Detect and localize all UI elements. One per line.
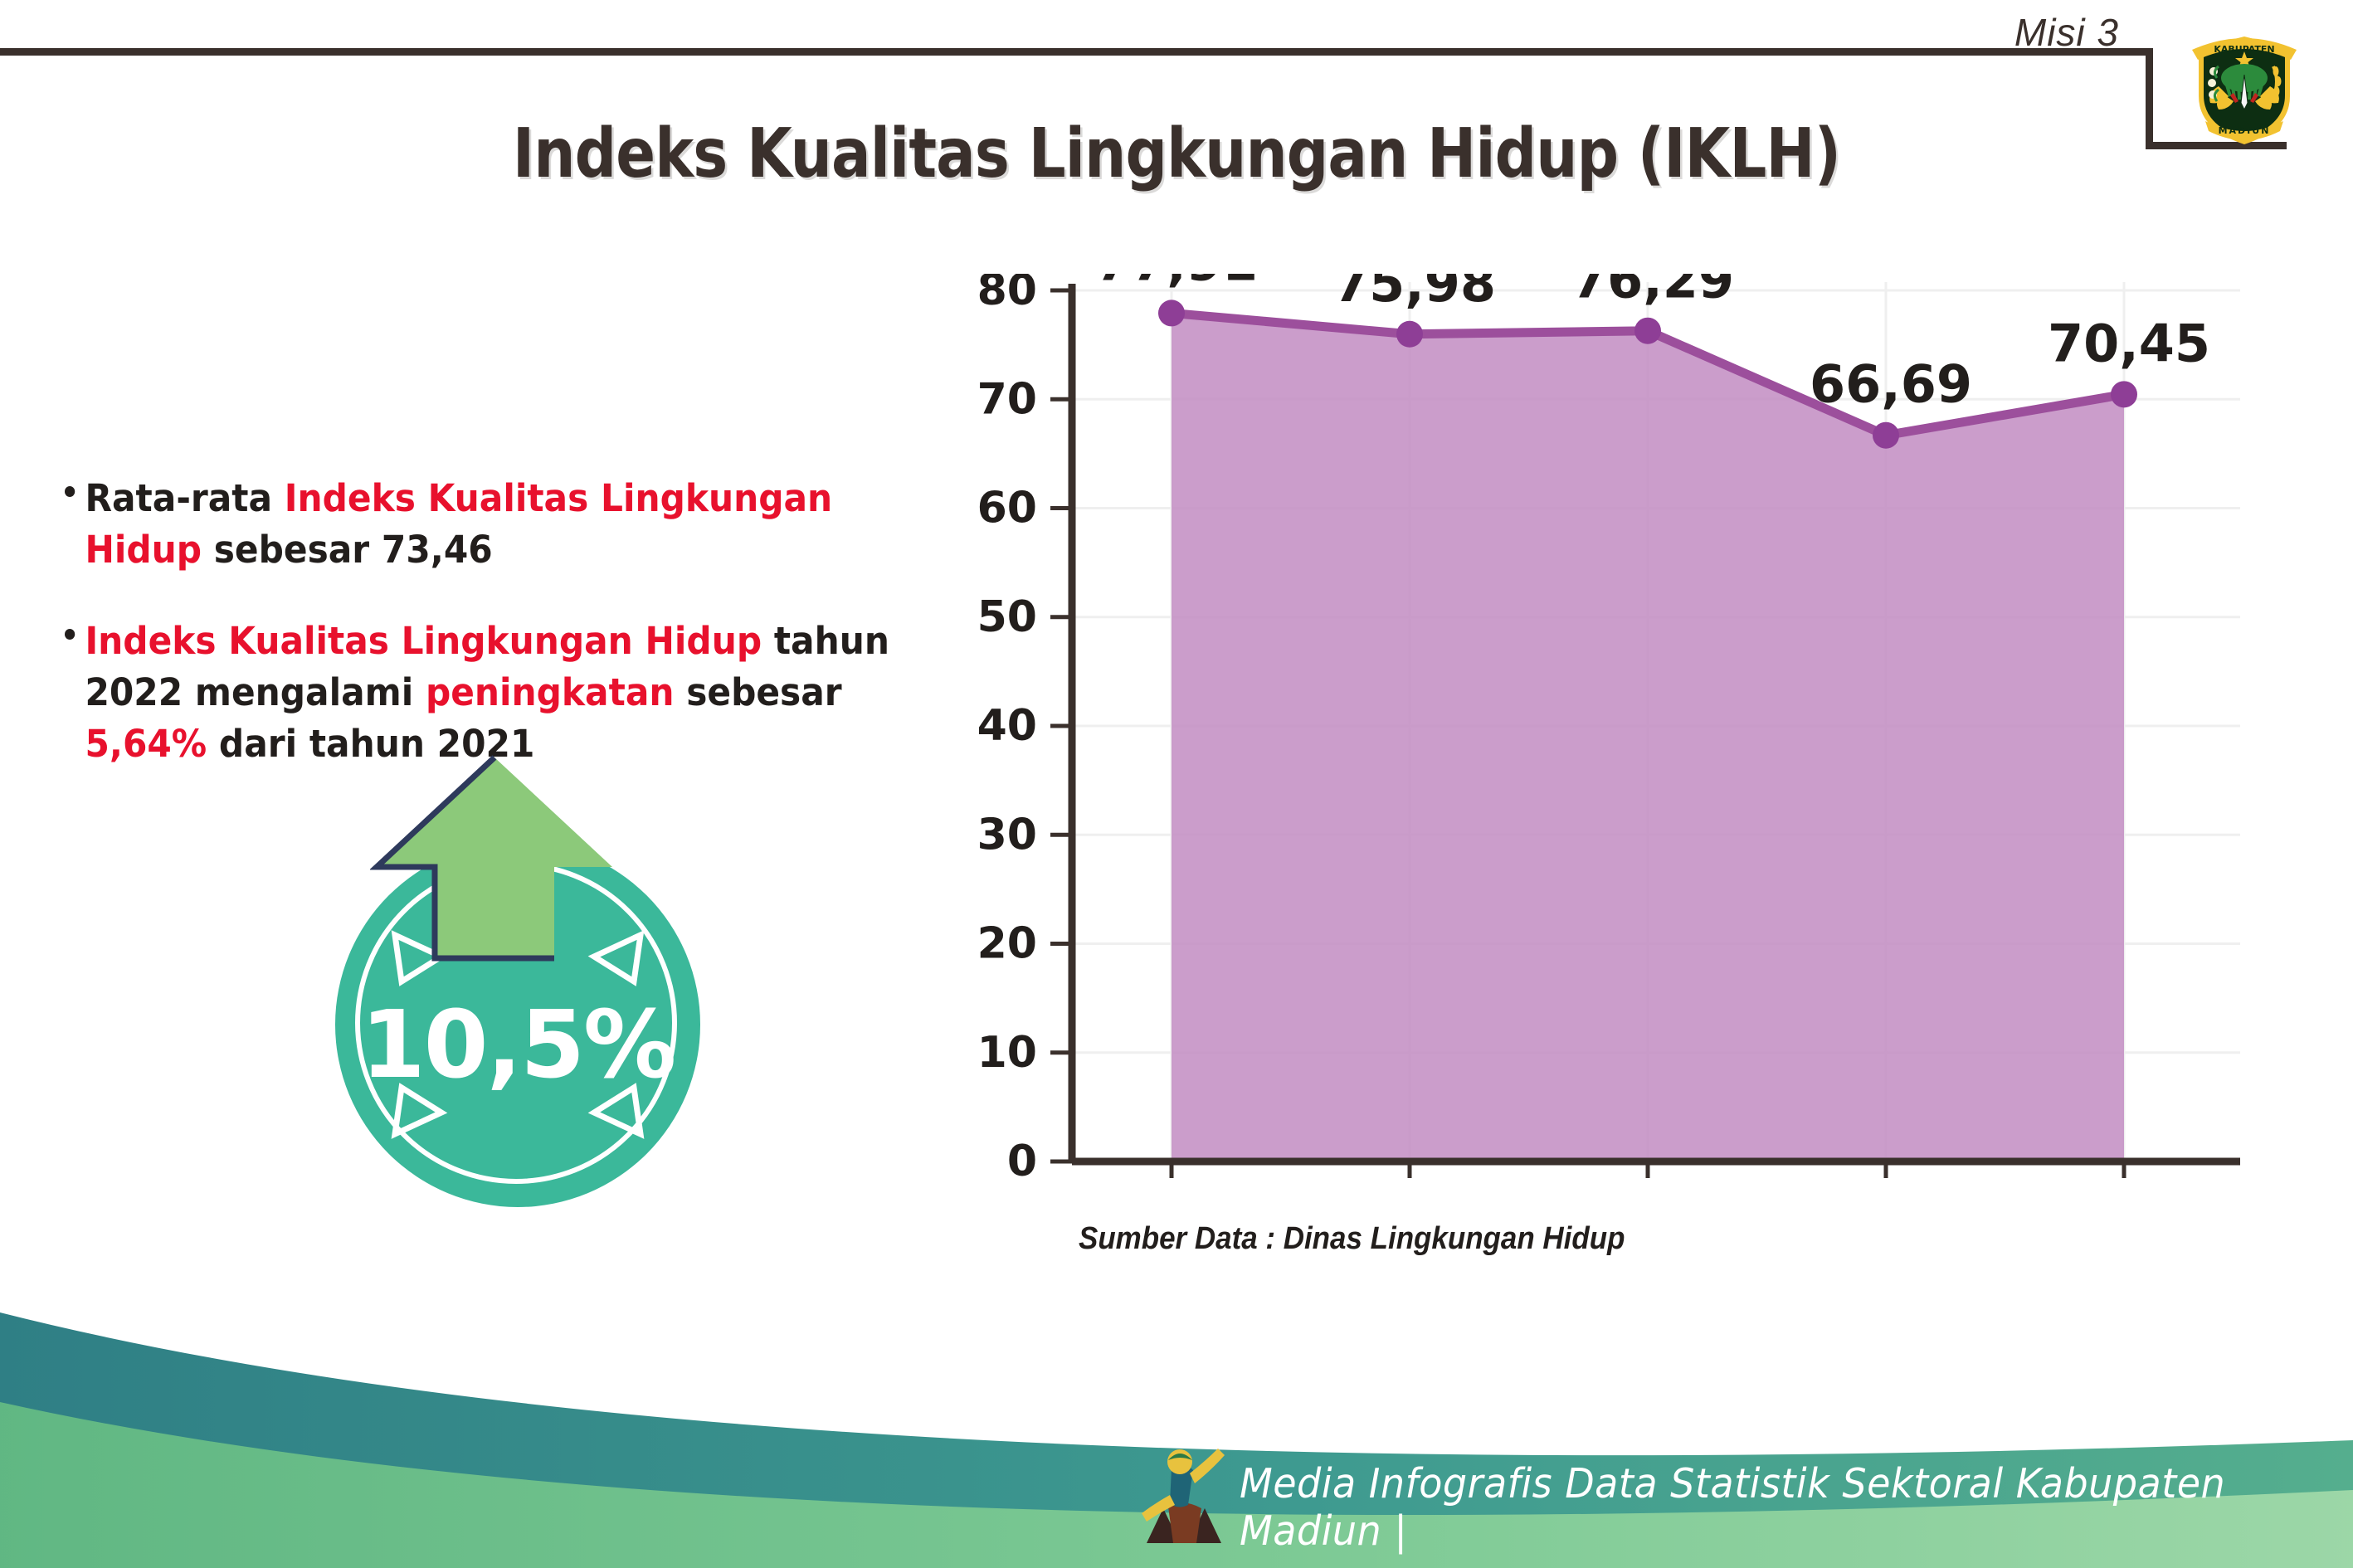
- badge-value: 10,5%: [360, 991, 677, 1099]
- svg-text:70,45: 70,45: [2048, 313, 2210, 373]
- svg-text:80: 80: [979, 274, 1037, 315]
- svg-text:50: 50: [979, 592, 1037, 642]
- list-item: Rata-rata Indeks Kualitas Lingkungan Hid…: [65, 473, 927, 576]
- bullet2-part1: tahun 2022 mengalami: [85, 619, 889, 715]
- dancer-figure-logo-icon: [1142, 1449, 1225, 1543]
- bullet1-highlight1: Indeks Kualitas Lingkungan Hidup: [85, 476, 833, 572]
- iklh-area-chart: 010203040506070802018201920202021202277,…: [979, 274, 2307, 1178]
- bullet2-highlight1: Indeks Kualitas Lingkungan Hidup: [85, 619, 762, 664]
- svg-text:KABUPATEN: KABUPATEN: [2214, 44, 2274, 55]
- list-item: Indeks Kualitas Lingkungan Hidup tahun 2…: [65, 616, 927, 770]
- svg-text:66,69: 66,69: [1810, 354, 1972, 415]
- svg-text:75,98: 75,98: [1333, 274, 1496, 314]
- header-bracket-vertical: [2146, 48, 2153, 149]
- bullet2-part3: dari tahun 2021: [207, 722, 535, 767]
- bullet2-part2: sebesar: [674, 670, 842, 715]
- svg-text:20: 20: [979, 919, 1037, 969]
- header-bracket-horizontal: [2146, 142, 2287, 149]
- svg-text:0: 0: [1007, 1137, 1037, 1178]
- arrow-up-icon: [370, 755, 612, 962]
- bullet1-part2: sebesar 73,46: [202, 528, 493, 572]
- svg-text:77,91: 77,91: [1095, 274, 1258, 292]
- growth-badge: 10,5%: [320, 751, 752, 1215]
- bullet1-part1: Rata-rata: [85, 476, 285, 520]
- svg-text:70: 70: [979, 374, 1037, 424]
- svg-text:60: 60: [979, 484, 1037, 533]
- footer-caption: Media Infografis Data Statistik Sektoral…: [1240, 1460, 2226, 1555]
- mission-label: Misi 3: [2014, 11, 2119, 54]
- svg-text:40: 40: [979, 701, 1037, 751]
- svg-text:10: 10: [979, 1028, 1037, 1078]
- chart-source-note: Sumber Data : Dinas Lingkungan Hidup: [1079, 1221, 1625, 1256]
- svg-text:30: 30: [979, 810, 1037, 859]
- bullet-dot-icon: [65, 486, 76, 497]
- header-rule: [0, 48, 2153, 56]
- footer-wave-decoration: [0, 1312, 2353, 1568]
- svg-text:MADIUN: MADIUN: [2219, 125, 2271, 136]
- page-title: Indeks Kualitas Lingkungan Hidup (IKLH): [512, 114, 1841, 193]
- bullet-dot-icon: [65, 629, 76, 640]
- bullet2-highlight2: peningkatan: [425, 670, 675, 715]
- kabupaten-madiun-crest-icon: KABUPATEN: [2182, 17, 2307, 149]
- bullet2-highlight3: 5,64%: [85, 722, 207, 767]
- narrative-list: Rata-rata Indeks Kualitas Lingkungan Hid…: [65, 473, 927, 770]
- svg-text:76,29: 76,29: [1571, 274, 1734, 310]
